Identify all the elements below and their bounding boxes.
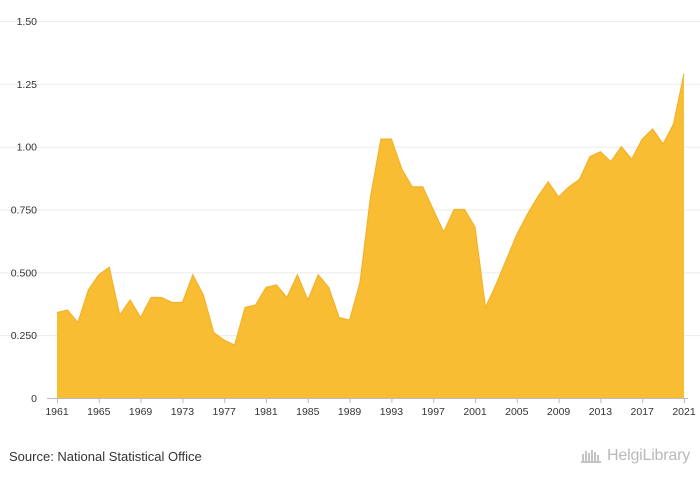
y-tick-label: 1.25: [17, 79, 38, 91]
y-tick-label: 1.50: [17, 16, 38, 28]
y-tick-label: 1.00: [17, 142, 38, 154]
x-tick-label: 1989: [338, 406, 362, 418]
x-tick-label: 1997: [422, 406, 446, 418]
helgi-library-logo-icon: [581, 450, 602, 463]
x-tick-label: 1993: [380, 406, 404, 418]
x-tick-label: 1973: [171, 406, 195, 418]
brand-logo: HelgiLibrary: [581, 447, 690, 465]
x-axis-labels: 1961 1965 1969 1973 1977 1981 1985 1989 1993 1997…: [45, 406, 696, 418]
area-fill: [57, 73, 684, 398]
brand-name: HelgiLibrary: [607, 447, 690, 464]
x-tick-label: 1985: [296, 406, 320, 418]
source-note: Source: National Statistical Office: [9, 449, 202, 464]
x-tick-label: 2001: [463, 406, 487, 418]
y-tick-label: 0.500: [11, 267, 37, 279]
y-tick-label: 0.250: [11, 330, 37, 342]
x-axis: [47, 398, 688, 403]
y-axis-labels: 0 0.250 0.500 0.750 1.00 1.25 1.50: [11, 16, 37, 405]
x-tick-label: 2021: [672, 406, 696, 418]
series-area: [56, 73, 685, 398]
x-tick-label: 1977: [213, 406, 237, 418]
x-tick-label: 2017: [631, 406, 655, 418]
x-tick-label: 1961: [45, 406, 69, 418]
x-tick-label: 1981: [254, 406, 278, 418]
y-tick-label: 0: [31, 393, 37, 405]
x-tick-label: 2005: [505, 406, 529, 418]
x-tick-label: 1969: [129, 406, 153, 418]
x-tick-label: 2009: [547, 406, 571, 418]
x-tick-label: 1965: [87, 406, 111, 418]
y-tick-label: 0.750: [11, 205, 37, 217]
x-tick-label: 2013: [589, 406, 613, 418]
